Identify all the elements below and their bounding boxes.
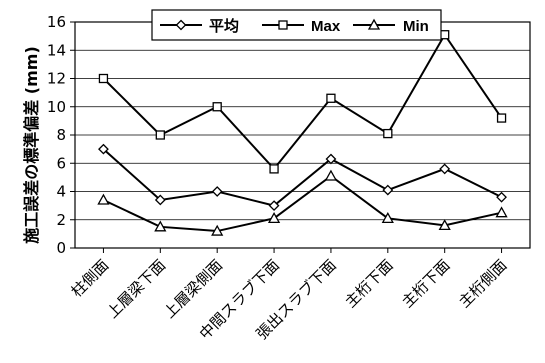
data-point bbox=[324, 169, 338, 181]
series-line bbox=[103, 174, 502, 233]
y-tick-label: 2 bbox=[56, 211, 66, 229]
y-tick-label: 16 bbox=[47, 13, 66, 31]
legend-item: 平均 bbox=[160, 17, 239, 35]
y-axis-label: 施工誤差の標準偏差 (mm) bbox=[22, 46, 41, 244]
data-point bbox=[496, 191, 507, 203]
data-point bbox=[212, 102, 222, 112]
data-point bbox=[440, 30, 450, 40]
data-point bbox=[268, 200, 280, 212]
y-tick-label: 12 bbox=[47, 70, 66, 88]
y-tick-label: 6 bbox=[56, 154, 66, 172]
legend-label: Max bbox=[311, 18, 341, 35]
legend-label: Min bbox=[403, 18, 429, 35]
data-point bbox=[382, 184, 394, 196]
series-square bbox=[98, 30, 507, 174]
data-point bbox=[267, 211, 281, 223]
data-point bbox=[97, 193, 110, 205]
data-point bbox=[496, 113, 507, 123]
y-tick-label: 14 bbox=[47, 41, 66, 59]
series-triangle bbox=[97, 169, 508, 236]
series-group bbox=[97, 30, 508, 236]
data-point bbox=[495, 206, 508, 218]
x-category-label: 主桁側面 bbox=[455, 256, 510, 311]
data-point bbox=[98, 143, 109, 155]
data-point bbox=[326, 93, 336, 103]
legend-item: Min bbox=[353, 18, 429, 35]
x-category-label: 上層梁下面 bbox=[103, 256, 169, 322]
data-point bbox=[154, 220, 167, 232]
y-tick-label: 4 bbox=[56, 183, 66, 201]
y-axis-ticks: 0 2 4 6 8 10 12 14 16 bbox=[47, 13, 75, 257]
x-category-label: 柱側面 bbox=[68, 256, 113, 301]
data-point bbox=[155, 130, 165, 140]
x-category-label: 主桁下面 bbox=[398, 256, 453, 311]
data-point bbox=[325, 153, 337, 165]
data-point bbox=[211, 224, 224, 236]
y-tick-label: 10 bbox=[47, 98, 66, 116]
legend: 平均 Max Min bbox=[151, 9, 442, 41]
data-point bbox=[211, 186, 223, 197]
legend-item: Max bbox=[262, 18, 341, 35]
series-diamond bbox=[98, 143, 507, 212]
x-category-label: 主桁下面 bbox=[341, 256, 396, 311]
y-tick-label: 0 bbox=[56, 239, 66, 257]
legend-marker bbox=[278, 20, 288, 30]
y-tick-label: 8 bbox=[56, 126, 66, 144]
data-point bbox=[269, 164, 279, 174]
data-point bbox=[383, 128, 393, 139]
data-point bbox=[381, 211, 394, 223]
data-point bbox=[98, 73, 109, 84]
data-point bbox=[439, 163, 451, 175]
data-point bbox=[438, 219, 451, 231]
legend-marker bbox=[367, 18, 381, 30]
legend-label: 平均 bbox=[209, 17, 239, 35]
series-line bbox=[102, 32, 503, 171]
data-point bbox=[154, 194, 166, 206]
series-line bbox=[102, 148, 503, 207]
legend-marker bbox=[175, 19, 187, 31]
